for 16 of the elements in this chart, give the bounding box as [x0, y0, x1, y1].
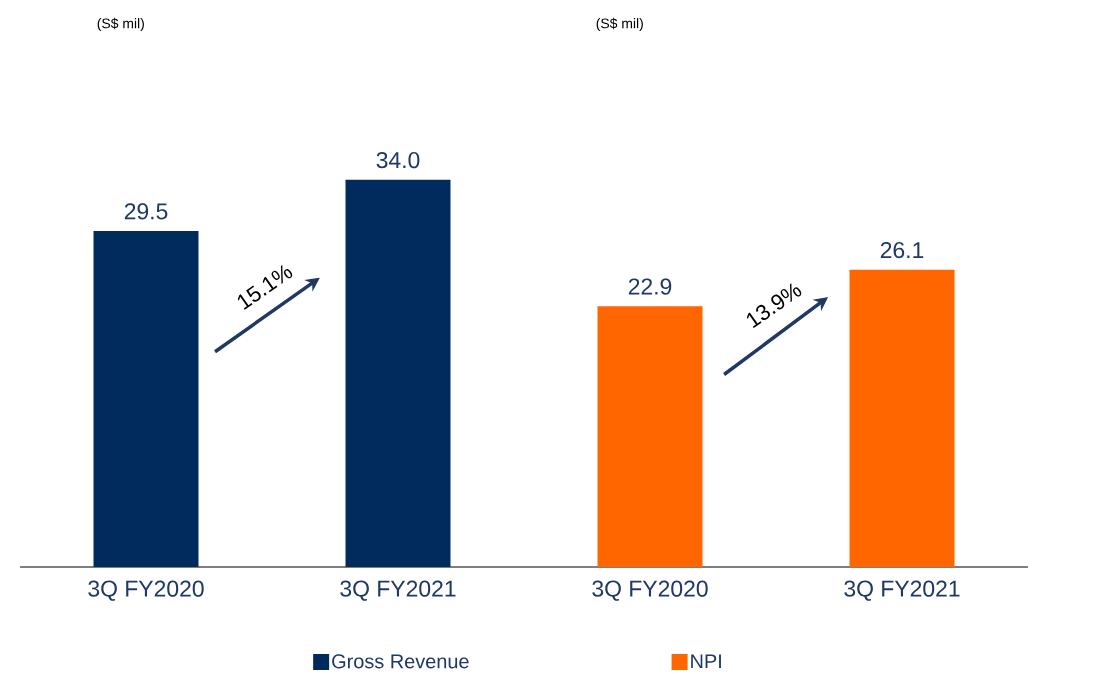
data-label: 26.1 — [880, 241, 924, 259]
x-tick-label: 3Q FY2021 — [340, 580, 456, 601]
bar — [597, 306, 703, 567]
data-label: 22.9 — [628, 278, 672, 295]
text: (S$ mil) — [596, 17, 643, 32]
bar — [345, 179, 451, 567]
bar — [849, 269, 955, 567]
x-tick-label: 3Q FY2020 — [592, 580, 708, 601]
bar — [93, 230, 199, 567]
text: (S$ mil) — [97, 17, 144, 32]
x-tick-label: 3Q FY2021 — [844, 580, 960, 601]
x-tick-label: 3Q FY2020 — [88, 580, 204, 601]
data-label: 29.5 — [124, 203, 168, 220]
data-label: 34.0 — [376, 151, 420, 169]
legend-label: Gross Revenue — [332, 654, 469, 669]
legend-label: NPI — [691, 654, 721, 669]
